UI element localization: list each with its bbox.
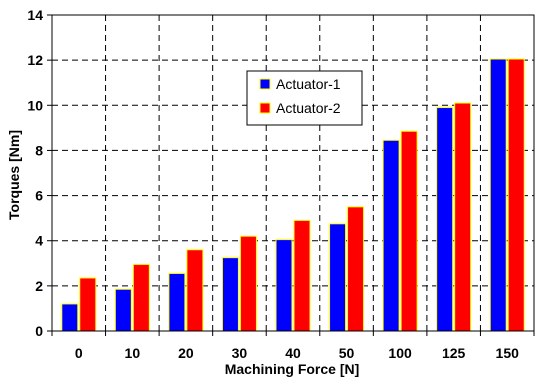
legend: Actuator-1 Actuator-2 xyxy=(246,70,363,126)
x-tick-label: 30 xyxy=(232,345,248,361)
x-tick-label: 50 xyxy=(339,345,355,361)
x-tick-label: 40 xyxy=(285,345,301,361)
y-tick-label: 0 xyxy=(35,323,43,339)
bar-actuator-1-50 xyxy=(329,223,347,332)
bar-actuator-2-30 xyxy=(239,235,257,332)
y-tick-label: 12 xyxy=(27,52,43,68)
y-tick-label: 10 xyxy=(27,97,43,113)
bar-actuator-2-100 xyxy=(400,130,418,332)
bar-actuator-2-40 xyxy=(293,219,311,332)
bar-actuator-2-50 xyxy=(347,206,365,332)
y-tick-label: 8 xyxy=(35,142,43,158)
bar-actuator-1-40 xyxy=(275,239,293,332)
bar-actuator-2-0 xyxy=(79,277,97,332)
bar-actuator-1-100 xyxy=(382,139,400,332)
legend-swatch-actuator-2 xyxy=(259,102,271,114)
plot-frame xyxy=(51,14,535,332)
axes xyxy=(47,14,535,336)
bar-actuator-2-125 xyxy=(454,102,472,332)
y-tick-label: 4 xyxy=(35,233,43,249)
x-axis-title: Machining Force [N] xyxy=(225,361,360,377)
bar-actuator-1-125 xyxy=(436,107,454,332)
bar-actuator-2-20 xyxy=(186,249,204,332)
x-tick-labels: 0 10 20 30 40 50 100 125 150 xyxy=(75,345,519,361)
bar-actuator-1-0 xyxy=(61,303,79,332)
y-tick-label: 14 xyxy=(27,7,43,23)
bar-actuator-1-20 xyxy=(168,272,186,332)
bar-actuator-2-150 xyxy=(507,58,525,332)
y-tick-label: 6 xyxy=(35,188,43,204)
bar-actuator-1-150 xyxy=(489,58,507,332)
x-tick-label: 10 xyxy=(125,345,141,361)
x-tick-label: 0 xyxy=(75,345,83,361)
y-axis-title: Torques [Nm] xyxy=(6,130,22,220)
legend-swatch-actuator-1 xyxy=(259,78,271,90)
legend-label-actuator-1: Actuator-1 xyxy=(276,76,341,92)
x-tick-label: 100 xyxy=(388,345,412,361)
bar-actuator-1-30 xyxy=(221,257,239,332)
bars-group xyxy=(61,58,525,332)
bar-actuator-1-10 xyxy=(114,288,132,332)
bar-actuator-2-10 xyxy=(132,263,150,332)
x-tick-label: 150 xyxy=(496,345,520,361)
y-tick-label: 2 xyxy=(35,278,43,294)
x-tick-label: 20 xyxy=(178,345,194,361)
y-tick-labels: 0 2 4 6 8 10 12 14 xyxy=(27,7,43,339)
legend-label-actuator-2: Actuator-2 xyxy=(276,100,341,116)
x-tick-label: 125 xyxy=(442,345,466,361)
